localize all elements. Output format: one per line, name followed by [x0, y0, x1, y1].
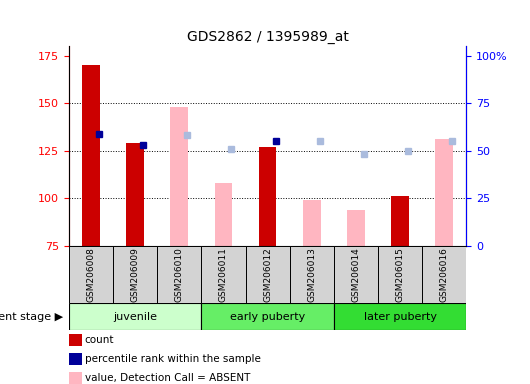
- Bar: [391, 196, 409, 246]
- Bar: [245, 246, 290, 303]
- Text: GSM206014: GSM206014: [351, 247, 360, 302]
- Text: count: count: [85, 335, 114, 345]
- Text: development stage ▶: development stage ▶: [0, 312, 64, 322]
- Bar: [82, 65, 100, 246]
- Text: early puberty: early puberty: [230, 312, 305, 322]
- Bar: [422, 246, 466, 303]
- Bar: [334, 246, 378, 303]
- Bar: [157, 246, 201, 303]
- Text: GSM206012: GSM206012: [263, 247, 272, 302]
- Title: GDS2862 / 1395989_at: GDS2862 / 1395989_at: [187, 30, 349, 44]
- Bar: [126, 143, 144, 246]
- Text: value, Detection Call = ABSENT: value, Detection Call = ABSENT: [85, 373, 250, 383]
- Bar: [69, 303, 201, 330]
- Bar: [334, 303, 466, 330]
- Bar: [259, 147, 277, 246]
- Text: GSM206011: GSM206011: [219, 247, 228, 302]
- Bar: [201, 303, 334, 330]
- Text: later puberty: later puberty: [364, 312, 437, 322]
- Bar: [436, 139, 453, 246]
- Bar: [215, 183, 232, 246]
- Bar: [171, 107, 188, 246]
- Bar: [201, 246, 245, 303]
- Bar: [347, 210, 365, 246]
- Text: GSM206016: GSM206016: [440, 247, 449, 302]
- Text: percentile rank within the sample: percentile rank within the sample: [85, 354, 261, 364]
- Text: GSM206010: GSM206010: [175, 247, 184, 302]
- Text: GSM206008: GSM206008: [86, 247, 95, 302]
- Text: GSM206015: GSM206015: [396, 247, 404, 302]
- Text: GSM206009: GSM206009: [131, 247, 139, 302]
- Bar: [303, 200, 321, 246]
- Text: juvenile: juvenile: [113, 312, 157, 322]
- Bar: [69, 246, 113, 303]
- Bar: [378, 246, 422, 303]
- Text: GSM206013: GSM206013: [307, 247, 316, 302]
- Bar: [113, 246, 157, 303]
- Bar: [290, 246, 334, 303]
